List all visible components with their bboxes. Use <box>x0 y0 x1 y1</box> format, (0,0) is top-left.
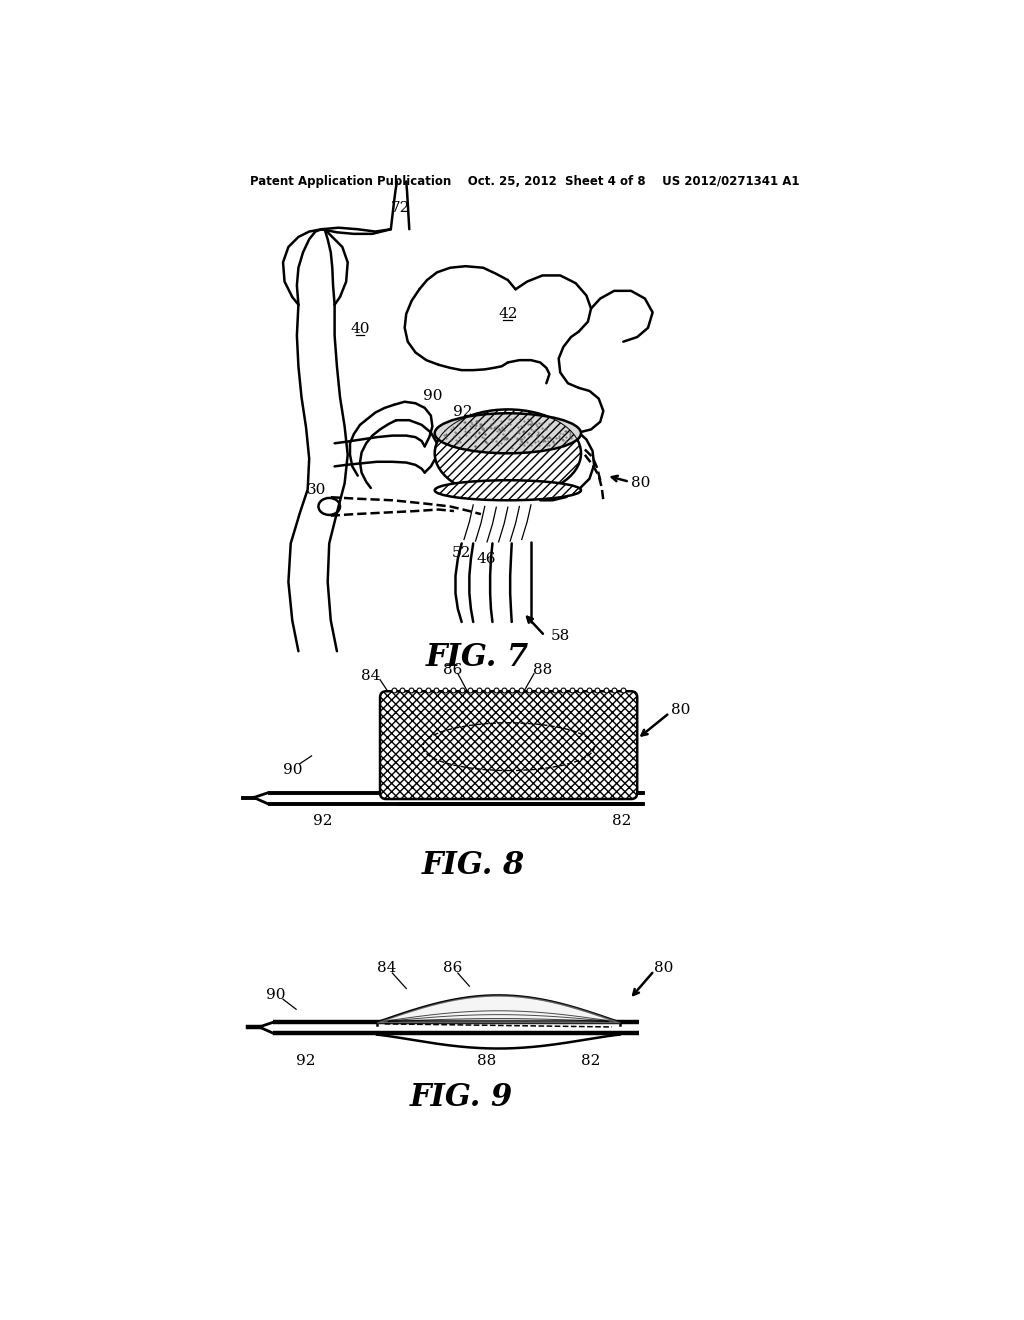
Text: 46: 46 <box>476 552 496 566</box>
Text: 84: 84 <box>377 961 396 975</box>
Text: 80: 80 <box>672 704 691 718</box>
Text: 92: 92 <box>313 813 333 828</box>
Text: 90: 90 <box>283 763 302 776</box>
Text: 52: 52 <box>452 545 471 560</box>
Text: 88: 88 <box>532 663 552 677</box>
Text: 42: 42 <box>498 308 517 321</box>
Text: 88: 88 <box>477 1053 496 1068</box>
Text: FIG. 7: FIG. 7 <box>425 642 528 673</box>
Text: 82: 82 <box>612 813 632 828</box>
FancyBboxPatch shape <box>380 692 637 799</box>
Ellipse shape <box>435 480 581 500</box>
Text: 72: 72 <box>390 202 410 215</box>
Text: FIG. 9: FIG. 9 <box>410 1082 513 1113</box>
Text: FIG. 8: FIG. 8 <box>422 850 525 880</box>
Text: 30: 30 <box>307 483 327 496</box>
Text: 80: 80 <box>653 961 673 975</box>
Text: Patent Application Publication    Oct. 25, 2012  Sheet 4 of 8    US 2012/0271341: Patent Application Publication Oct. 25, … <box>250 176 800 189</box>
Text: 84: 84 <box>361 669 381 682</box>
Text: 58: 58 <box>551 628 569 643</box>
Text: 92: 92 <box>296 1053 315 1068</box>
Ellipse shape <box>435 409 581 498</box>
Ellipse shape <box>435 413 581 453</box>
Text: 40: 40 <box>350 322 370 337</box>
Text: 82: 82 <box>582 1053 601 1068</box>
Text: 86: 86 <box>442 961 462 975</box>
Text: 80: 80 <box>631 477 650 490</box>
Text: 92: 92 <box>454 405 473 420</box>
Text: 86: 86 <box>442 663 462 677</box>
Text: 90: 90 <box>265 987 285 1002</box>
Text: 90: 90 <box>423 388 442 403</box>
